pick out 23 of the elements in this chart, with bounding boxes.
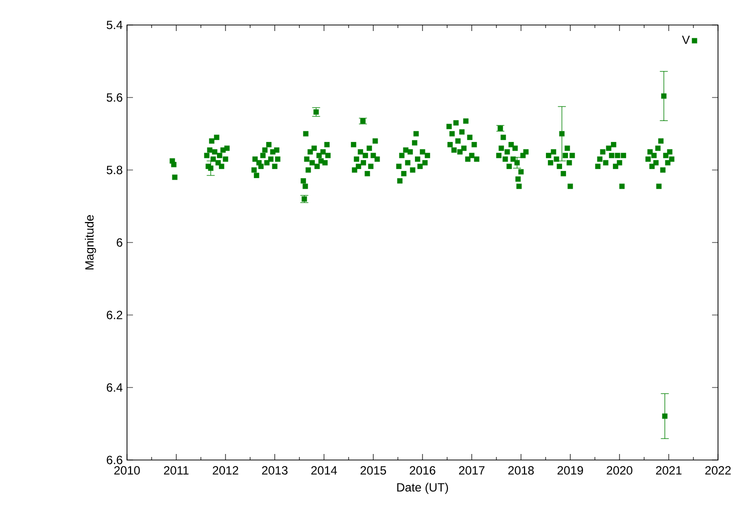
x-tick-label: 2012 [212, 466, 238, 475]
x-axis-title: Date (UT) [397, 482, 448, 494]
x-tick-label: 2017 [459, 466, 484, 475]
y-axis-title: Magnitude [84, 215, 96, 270]
x-tick-label: 2011 [164, 466, 189, 475]
x-tick-label: 2020 [606, 466, 632, 475]
y-tick-label: 6.4 [106, 383, 122, 392]
x-tick-label: 2015 [360, 466, 386, 475]
x-tick-label: 2014 [311, 466, 337, 475]
x-tick-label: 2021 [656, 466, 682, 475]
x-tick-label: 2018 [508, 466, 534, 475]
y-tick-label: 6 [116, 238, 122, 247]
x-tick-label: 2019 [558, 466, 583, 475]
legend-label: V [682, 36, 690, 44]
y-tick-label: 5.4 [106, 20, 122, 30]
x-tick-label: 2013 [262, 466, 288, 475]
x-tick-label: 2016 [410, 466, 436, 475]
y-tick-label: 5.6 [106, 93, 122, 102]
x-tick-label: 2010 [114, 466, 140, 475]
y-tick-label: 5.8 [106, 166, 122, 174]
x-tick-label: 2022 [705, 466, 731, 475]
y-tick-label: 6.2 [106, 310, 122, 320]
y-tick-label: 6.6 [106, 456, 122, 464]
